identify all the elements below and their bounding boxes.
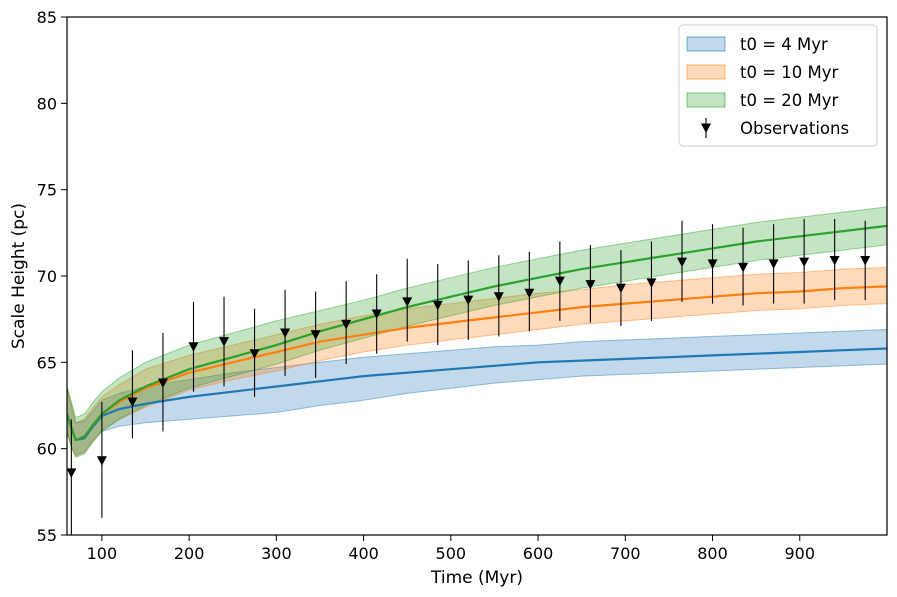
observation-point — [799, 219, 810, 304]
observation-marker — [738, 262, 749, 273]
observation-point — [371, 274, 382, 354]
observation-point — [768, 224, 779, 304]
observation-marker — [66, 468, 77, 478]
observation-point — [707, 224, 718, 304]
observation-point — [188, 301, 199, 392]
legend-item: t0 = 10 Myr — [686, 63, 839, 82]
y-tick-label: 80 — [37, 94, 57, 113]
observation-point — [554, 241, 565, 321]
observation-marker — [249, 349, 260, 359]
observation-marker — [371, 309, 382, 319]
legend-box — [678, 24, 878, 147]
band-1 — [67, 328, 887, 457]
y-tick-label: 75 — [37, 181, 57, 200]
legend: t0 = 4 Myr t0 = 10 Myr t0 = 20 Myr Observat… — [678, 24, 878, 147]
observation-point — [432, 263, 443, 346]
observation-point — [157, 332, 168, 432]
legend-item: t0 = 20 Myr — [686, 91, 839, 110]
observation-point — [615, 250, 626, 327]
observation-marker — [463, 295, 474, 306]
observation-marker — [585, 280, 596, 290]
legend-label: t0 = 4 Myr — [740, 35, 828, 54]
y-tick-label: 60 — [37, 440, 57, 459]
legend-item: Observations — [701, 118, 849, 138]
y-tick-label: 55 — [37, 526, 57, 545]
legend-label: Observations — [740, 119, 849, 138]
observation-marker — [310, 330, 321, 340]
legend-label: t0 = 20 Myr — [740, 91, 839, 110]
observation-marker — [554, 276, 565, 287]
legend-band-swatch — [686, 36, 726, 52]
observation-point — [585, 244, 596, 323]
observation-marker — [524, 288, 535, 299]
observation-point — [96, 402, 107, 518]
y-tick-label: 85 — [37, 8, 57, 27]
y-tick-label: 65 — [37, 353, 57, 372]
observation-point — [677, 220, 687, 302]
observation-point — [402, 258, 413, 342]
observation-marker — [127, 397, 138, 408]
observation-marker — [768, 259, 779, 269]
observation-point — [524, 251, 535, 332]
observation-marker — [96, 456, 107, 466]
x-axis-ticks: 100 200 300 400 500 600 700 800 900 — [87, 535, 815, 563]
legend-marker-swatch — [701, 123, 711, 133]
x-axis-title: Time (Myr) — [430, 568, 523, 588]
observation-point — [860, 220, 871, 301]
observation-marker — [646, 278, 657, 288]
observation-marker — [493, 292, 504, 302]
x-tick-label: 900 — [784, 544, 815, 563]
observation-point — [829, 219, 840, 301]
observation-point — [280, 289, 291, 377]
y-axis-title: Scale Height (pc) — [9, 203, 29, 349]
observation-point — [738, 227, 749, 306]
observation-marker — [799, 257, 810, 268]
observation-marker — [615, 283, 626, 294]
observation-marker — [432, 300, 443, 311]
y-axis-ticks: 55 60 65 70 75 80 85 — [37, 8, 67, 545]
x-tick-label: 400 — [348, 544, 379, 563]
x-tick-label: 600 — [523, 544, 554, 563]
observation-point — [341, 281, 352, 365]
legend-item: t0 = 4 Myr — [686, 35, 828, 54]
observation-marker — [860, 255, 871, 266]
observation-marker — [829, 255, 840, 266]
observation-point — [463, 260, 474, 340]
legend-band-swatch — [686, 64, 726, 80]
x-tick-label: 100 — [87, 544, 118, 563]
observation-marker — [157, 378, 168, 389]
observation-point — [219, 296, 230, 387]
observation-point — [493, 255, 504, 337]
observation-point — [249, 308, 260, 397]
observation-marker — [677, 257, 687, 268]
observation-marker — [402, 297, 413, 307]
observation-point — [310, 291, 321, 378]
x-tick-label: 300 — [261, 544, 292, 563]
observation-marker — [707, 259, 718, 269]
y-tick-label: 70 — [37, 267, 57, 286]
observation-point — [66, 419, 77, 535]
observation-marker — [280, 328, 291, 338]
observation-marker — [188, 342, 199, 352]
observation-point — [646, 241, 657, 321]
x-tick-label: 500 — [436, 544, 467, 563]
x-tick-label: 700 — [610, 544, 641, 563]
legend-label: t0 = 10 Myr — [740, 63, 839, 82]
x-tick-label: 200 — [174, 544, 205, 563]
observation-marker — [341, 319, 352, 330]
observations-markers — [66, 219, 871, 535]
observation-marker — [219, 337, 230, 347]
observation-point — [127, 350, 138, 439]
x-tick-label: 800 — [697, 544, 728, 563]
legend-band-swatch — [686, 92, 726, 108]
